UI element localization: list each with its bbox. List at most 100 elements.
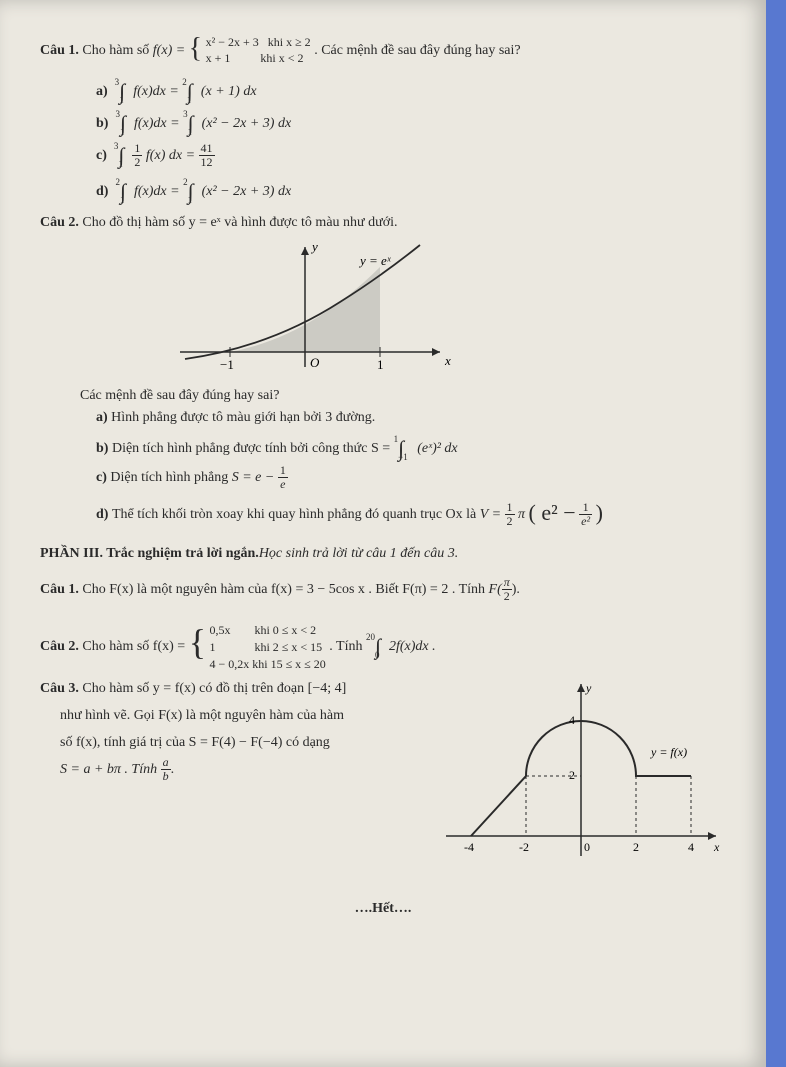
tick-label: 4 bbox=[688, 840, 694, 854]
q1-pre: Cho hàm số bbox=[82, 43, 152, 58]
F-open: F( bbox=[489, 582, 502, 597]
int-lower: 0 bbox=[375, 650, 380, 660]
frac-d: 2 bbox=[502, 590, 512, 603]
arrow-icon bbox=[577, 684, 585, 692]
tick-label: -4 bbox=[464, 840, 474, 854]
int-lower: 1 bbox=[188, 195, 193, 205]
q1-stem: Câu 1. Cho hàm số f(x) = { x² − 2x + 3 k… bbox=[40, 24, 726, 69]
cond: khi 15 ≤ x ≤ 20 bbox=[252, 657, 326, 671]
text: Thể tích khối tròn xoay khi quay hình ph… bbox=[112, 507, 480, 522]
line: Cho hàm số y = f(x) có đồ thị trên đoạn … bbox=[82, 681, 346, 696]
q2-d: d) Thể tích khối tròn xoay khi quay hình… bbox=[96, 498, 726, 528]
frac-n: 1 bbox=[132, 142, 142, 156]
text: Cho F(x) là một nguyên hàm của f(x) = 3 … bbox=[82, 582, 488, 597]
cond: khi 2 ≤ x < 15 bbox=[254, 640, 322, 654]
frac-d: e bbox=[278, 478, 288, 491]
p3-q3-graph: -4 -2 0 2 4 2 4 y x y = f(x) bbox=[436, 676, 726, 871]
axis-label: y bbox=[585, 681, 592, 695]
int-lower: −1 bbox=[398, 452, 408, 462]
q2-c: c) Diện tích hình phẳng S = e − 1e bbox=[96, 464, 726, 491]
q2-label: Câu 2. bbox=[40, 215, 79, 230]
p3-q2: Câu 2. Cho hàm số f(x) = { 0,5x khi 0 ≤ … bbox=[40, 617, 726, 672]
paren: ( e² − bbox=[529, 500, 576, 525]
p3-q1: Câu 1. Cho F(x) là một nguyên hàm của f(… bbox=[40, 576, 726, 603]
int-lower: 1 bbox=[187, 95, 192, 105]
text: Diện tích hình phẳng được tính bởi công … bbox=[112, 441, 390, 456]
frac-d: 2 bbox=[132, 156, 142, 169]
frac-n: a bbox=[161, 756, 171, 770]
int-lower: 1 bbox=[120, 195, 125, 205]
axis-label: y bbox=[310, 239, 318, 254]
label: Câu 3. bbox=[40, 681, 79, 696]
frac-n: 1 bbox=[505, 501, 515, 515]
text: Cho hàm số f(x) = bbox=[82, 639, 185, 654]
int-upper: 3 bbox=[183, 109, 188, 119]
piece: 0,5x bbox=[209, 623, 230, 637]
q2-text: Cho đồ thị hàm số y = eˣ và hình được tô… bbox=[82, 215, 397, 230]
pi: π bbox=[518, 507, 525, 522]
label: Câu 1. bbox=[40, 582, 79, 597]
piece: 4 − 0,2x bbox=[209, 657, 249, 671]
arrow-icon bbox=[301, 247, 309, 255]
heading-note: Học sinh trả lời từ câu 1 đến câu 3. bbox=[259, 546, 458, 561]
frac-d: b bbox=[161, 770, 171, 783]
origin-label: O bbox=[310, 355, 320, 370]
text: Hình phẳng được tô màu giới hạn bởi 3 đư… bbox=[111, 410, 375, 425]
int-upper: 2 bbox=[183, 177, 188, 187]
text: Diện tích hình phẳng bbox=[110, 470, 231, 485]
opt-key: d) bbox=[96, 184, 108, 199]
frac-n: 41 bbox=[199, 142, 215, 156]
arrow-icon bbox=[708, 832, 716, 840]
q2-stem: Câu 2. Cho đồ thị hàm số y = eˣ và hình … bbox=[40, 215, 726, 231]
piece: 1 bbox=[209, 640, 215, 654]
p3-q3-text: Câu 3. Cho hàm số y = f(x) có đồ thị trê… bbox=[40, 676, 422, 871]
frac-n: π bbox=[502, 576, 512, 590]
axis-label: x bbox=[713, 840, 720, 854]
tick-label: 2 bbox=[569, 768, 575, 782]
arrow-icon bbox=[432, 348, 440, 356]
end-marker: ….Hết…. bbox=[40, 901, 726, 917]
tick-label: 0 bbox=[584, 840, 590, 854]
q1-piece2: x + 1 bbox=[206, 51, 231, 65]
q1-opt-d: d) 2∫1 f(x)dx = 2∫1 (x² − 2x + 3) dx bbox=[96, 175, 726, 201]
q2-a: a) Hình phẳng được tô màu giới hạn bởi 3… bbox=[96, 410, 726, 426]
cond: khi 0 ≤ x < 2 bbox=[254, 623, 316, 637]
line: số f(x), tính giá trị của S = F(4) − F(−… bbox=[60, 730, 422, 757]
rhs: (x² − 2x + 3) dx bbox=[202, 184, 292, 199]
rhs: (x² − 2x + 3) dx bbox=[202, 116, 292, 131]
p3-q3-wrap: Câu 3. Cho hàm số y = f(x) có đồ thị trê… bbox=[40, 676, 726, 871]
tick-label: −1 bbox=[220, 357, 234, 372]
mid: f(x) dx = bbox=[146, 148, 195, 163]
curve-label: y = eˣ bbox=[358, 253, 391, 268]
frac-n: 1 bbox=[579, 501, 592, 515]
integrand: 2f(x)dx . bbox=[389, 639, 436, 654]
eq: S = e − bbox=[232, 470, 275, 485]
q2-graph: −1 O 1 x y y = eˣ bbox=[160, 237, 726, 382]
int-lower: 1 bbox=[119, 95, 124, 105]
tick-label: 4 bbox=[569, 713, 575, 727]
line: như hình vẽ. Gọi F(x) là một nguyên hàm … bbox=[60, 703, 422, 730]
q1-opt-b: b) 3∫1 f(x)dx = 3∫1 (x² − 2x + 3) dx bbox=[96, 107, 726, 133]
frac-d: 2 bbox=[505, 515, 515, 528]
opt-key: b) bbox=[96, 116, 108, 131]
tick-label: -2 bbox=[519, 840, 529, 854]
frac-d: e² bbox=[579, 515, 592, 528]
int-lower: 1 bbox=[118, 159, 123, 169]
frac-d: 12 bbox=[199, 156, 215, 169]
q1-cond2: khi x < 2 bbox=[260, 51, 303, 65]
int-upper: 20 bbox=[366, 632, 375, 642]
tick-label: 2 bbox=[633, 840, 639, 854]
rhs: (x + 1) dx bbox=[201, 84, 257, 99]
dot: . bbox=[171, 762, 175, 777]
curve-label: y = f(x) bbox=[650, 745, 687, 759]
frac-n: 1 bbox=[278, 464, 288, 478]
close: ). bbox=[512, 582, 520, 597]
q1-piece1: x² − 2x + 3 bbox=[206, 35, 259, 49]
label: Câu 2. bbox=[40, 639, 79, 654]
q1-post: . Các mệnh đề sau đây đúng hay sai? bbox=[314, 43, 520, 58]
axis-label: x bbox=[444, 353, 451, 368]
lhs: f(x)dx = bbox=[133, 84, 179, 99]
lhs: f(x)dx = bbox=[134, 184, 180, 199]
q2-b: b) Diện tích hình phẳng được tính bởi cô… bbox=[96, 432, 726, 458]
int-lower: 1 bbox=[188, 127, 193, 137]
